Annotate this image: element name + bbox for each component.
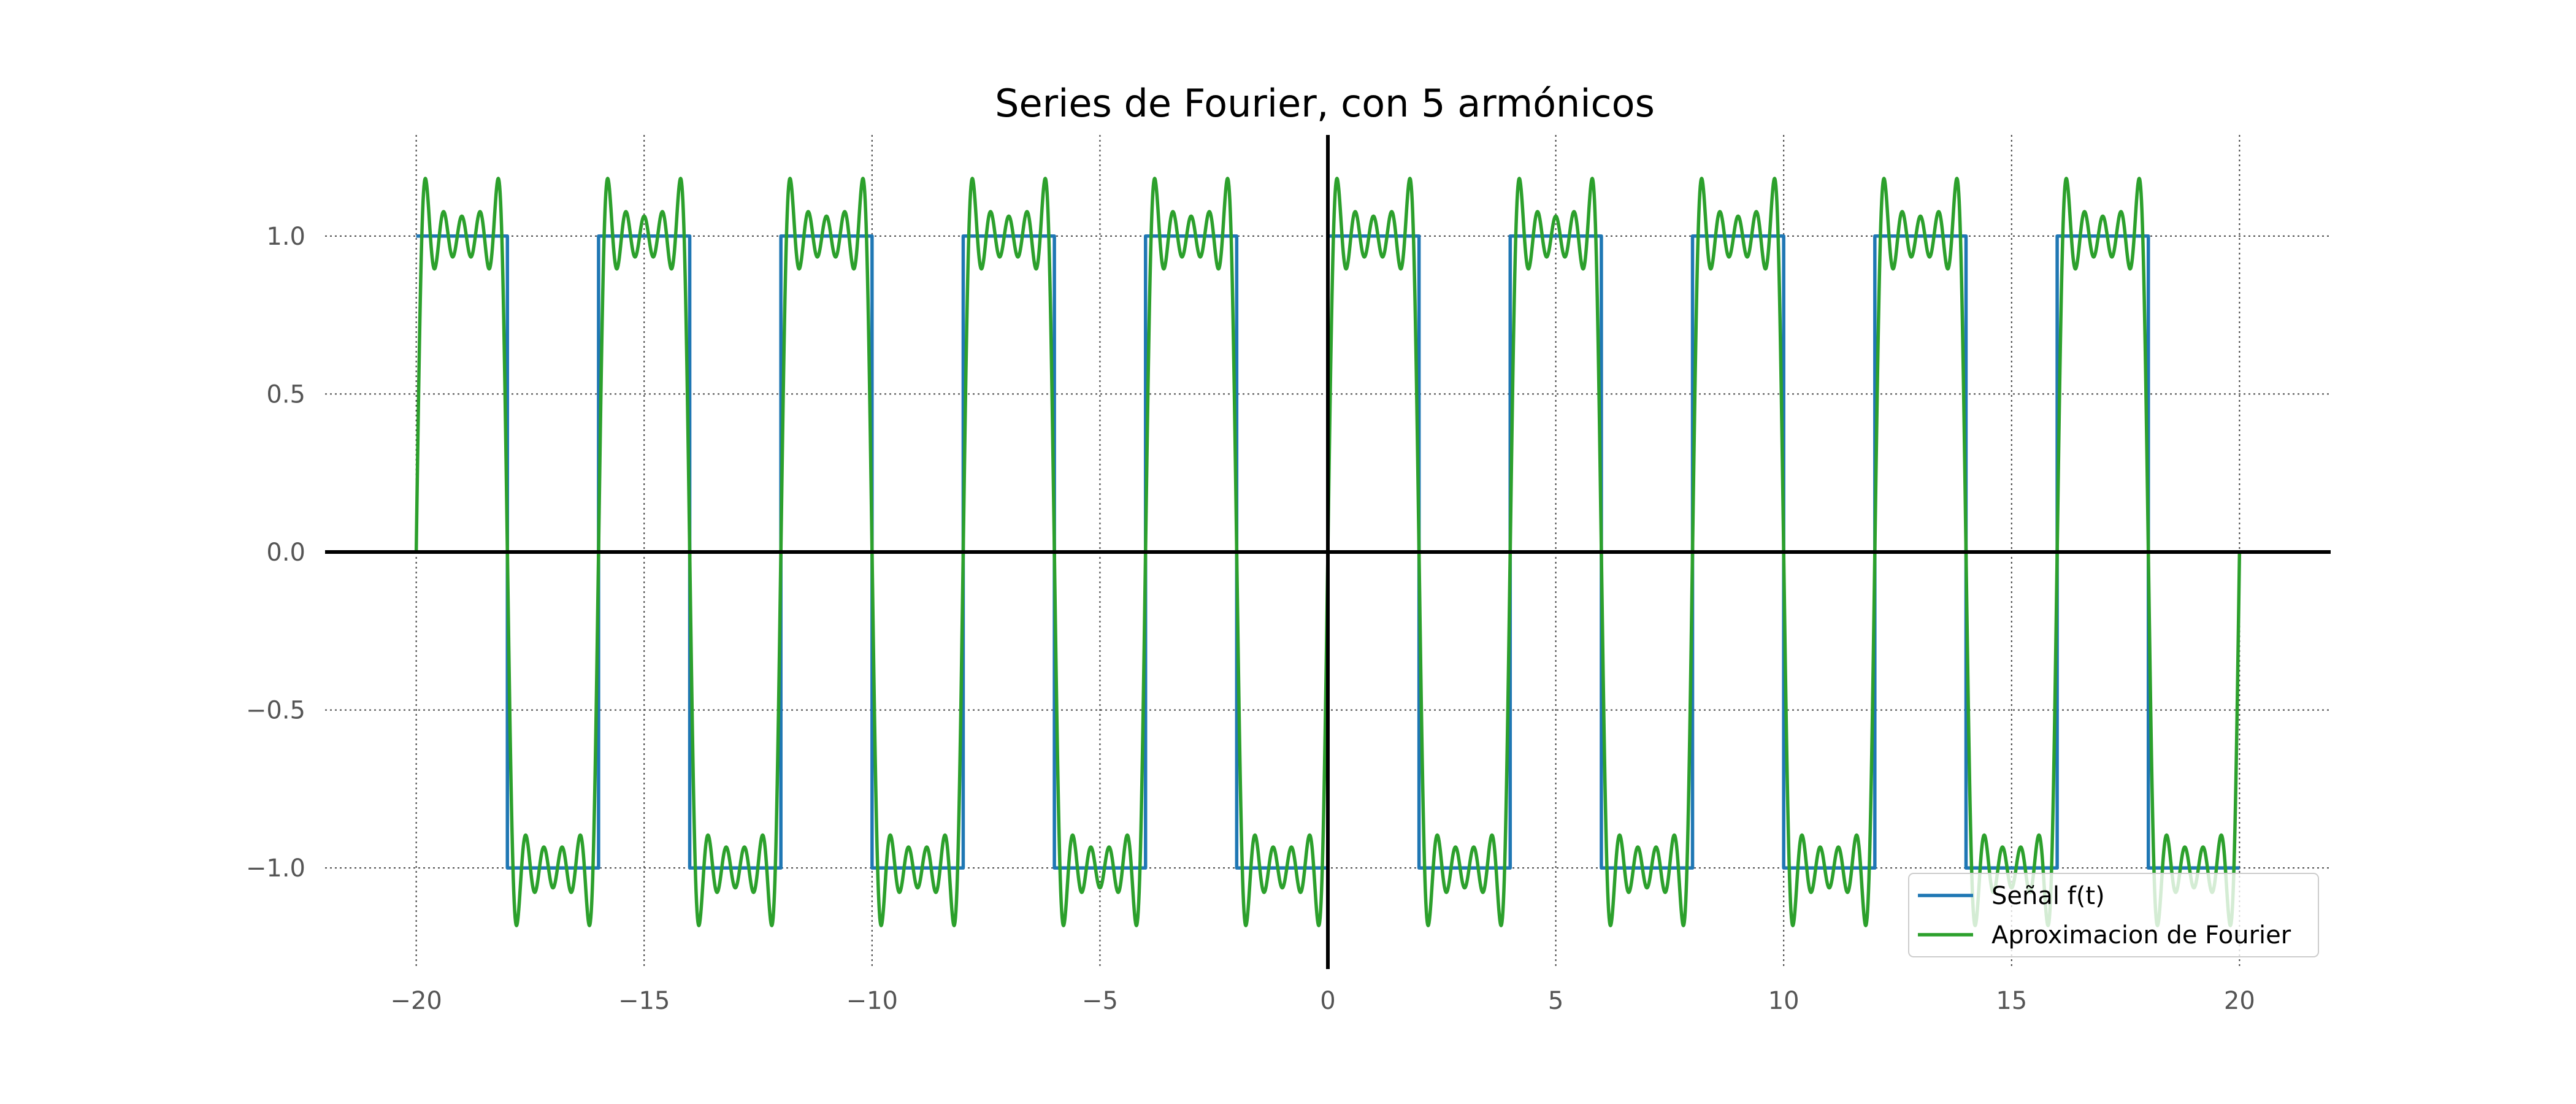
legend: Señal f(t) Aproximacion de Fourier (1908, 873, 2319, 957)
y-tick-label: −1.0 (246, 854, 305, 883)
x-tick-label: 10 (1768, 987, 1800, 1015)
legend-label-signal: Señal f(t) (1991, 882, 2105, 910)
legend-label-fourier: Aproximacion de Fourier (1991, 921, 2291, 949)
x-tick-label: −5 (1082, 987, 1118, 1015)
x-tick-label: 15 (1996, 987, 2027, 1015)
y-tick-label: 1.0 (266, 223, 305, 251)
legend-box (1908, 873, 2319, 957)
x-tick-label: 20 (2224, 987, 2255, 1015)
tick-labels: −20 −15 −10 −5 0 5 10 15 20 1.0 0.5 0.0 −0.5 −1.0 (246, 223, 2255, 1015)
chart-title: Series de Fourier, con 5 armónicos (995, 81, 1655, 126)
x-tick-label: −10 (846, 987, 898, 1015)
y-tick-label: 0.0 (266, 539, 305, 567)
y-tick-label: 0.5 (266, 380, 305, 408)
axes (325, 135, 2331, 969)
x-tick-label: −20 (390, 987, 442, 1015)
y-tick-label: −0.5 (246, 697, 305, 725)
x-tick-label: 5 (1548, 987, 1563, 1015)
x-tick-label: 0 (1320, 987, 1335, 1015)
x-tick-label: −15 (618, 987, 670, 1015)
